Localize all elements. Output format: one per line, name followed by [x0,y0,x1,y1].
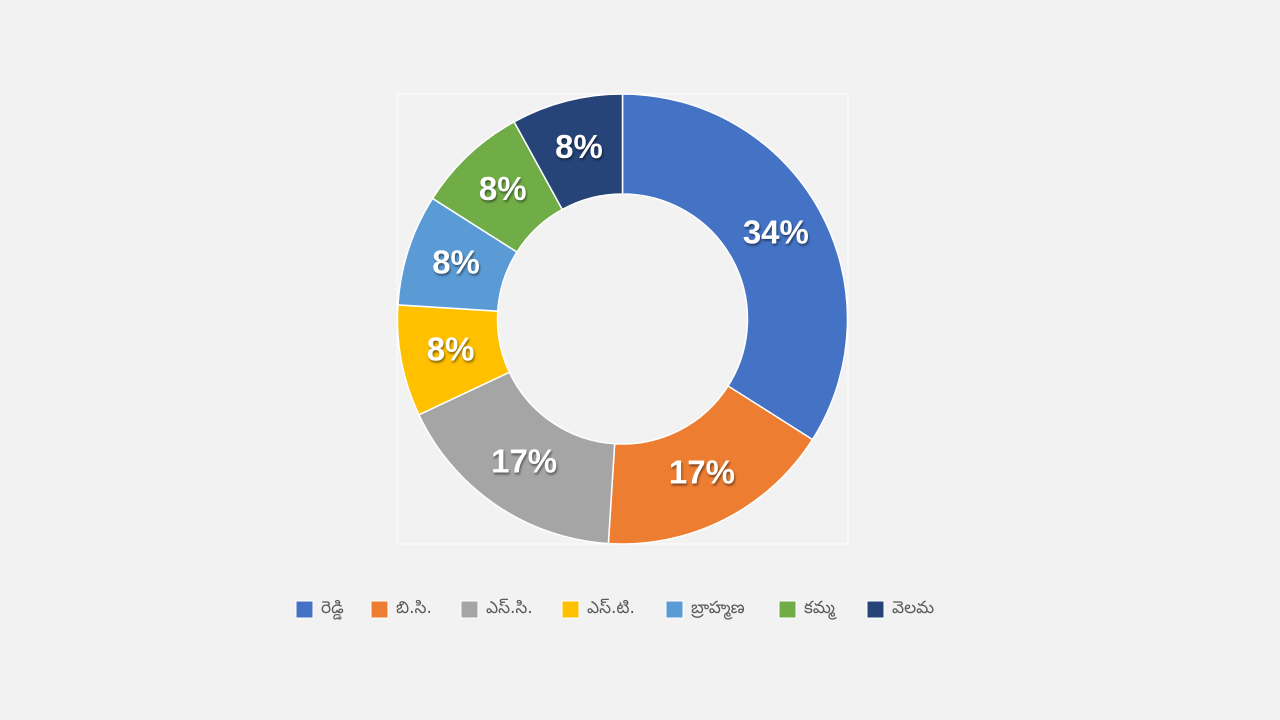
legend-label: ఎస్.టి. [587,598,635,618]
legend-label: వెలమ [892,598,934,618]
donut-segment [607,384,814,545]
value-label: 8% [432,244,480,281]
legend-swatch [778,600,797,619]
donut-segment [513,93,624,211]
value-label: 17% [669,454,735,491]
value-label: 34% [743,213,809,250]
legend-label: రెడ్డి [321,598,344,620]
legend-label: కమ్మ [804,598,837,620]
donut-segment [417,371,616,545]
value-label: 17% [491,442,557,479]
legend-label: బి.సి. [396,598,432,618]
value-label: 8% [479,170,527,207]
legend-label: బ్రాహ్మణ [691,598,745,620]
legend-swatch [460,600,479,619]
legend-swatch [866,600,885,619]
value-label: 8% [427,331,475,368]
legend-swatch [665,600,684,619]
donut-segment [621,93,849,441]
legend-swatch [370,600,389,619]
legend-swatch [561,600,580,619]
legend-swatch [295,600,314,619]
value-label: 8% [555,128,603,165]
legend-label: ఎస్.సి. [486,598,533,618]
